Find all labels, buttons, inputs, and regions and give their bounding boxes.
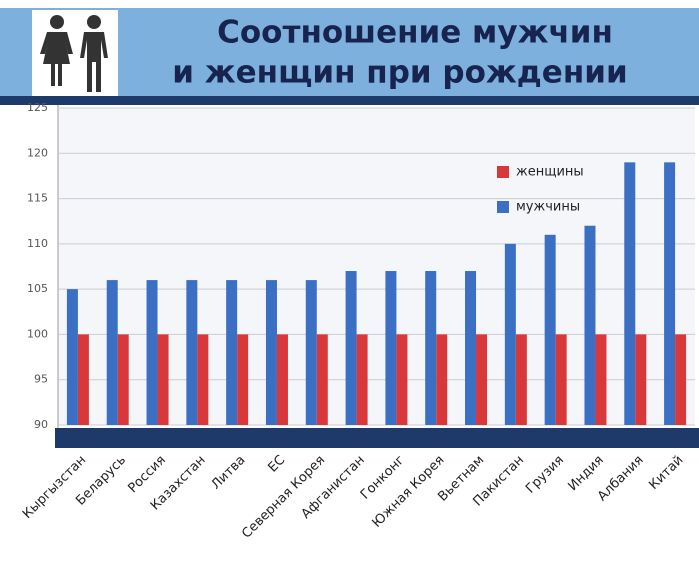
x-tick-label: Грузия xyxy=(523,453,567,497)
bar xyxy=(157,334,169,425)
bar xyxy=(265,280,277,425)
bar xyxy=(237,334,249,425)
bar xyxy=(584,225,596,425)
axis-strip xyxy=(55,428,699,448)
bar xyxy=(77,334,89,425)
legend-swatch xyxy=(497,166,509,178)
bar xyxy=(544,234,556,425)
legend-swatch xyxy=(497,201,509,213)
bar xyxy=(504,243,516,425)
bar xyxy=(305,280,317,425)
bar xyxy=(624,162,636,426)
bar xyxy=(396,334,408,425)
y-tick-label: 90 xyxy=(34,418,48,431)
bar xyxy=(66,289,78,425)
bar xyxy=(385,271,397,425)
bar xyxy=(117,334,129,425)
y-tick-label: 100 xyxy=(27,327,48,340)
bar xyxy=(675,334,687,425)
bar xyxy=(345,271,357,425)
bar xyxy=(595,334,607,425)
bar xyxy=(635,334,647,425)
bar xyxy=(316,334,328,425)
x-tick-label: ЕС xyxy=(265,453,288,476)
bar xyxy=(106,280,118,425)
people-icon xyxy=(40,15,108,92)
y-tick-label: 105 xyxy=(27,282,48,295)
x-tick-label: Китай xyxy=(646,453,686,493)
bar xyxy=(197,334,209,425)
bar xyxy=(276,334,288,425)
bar xyxy=(465,271,477,425)
y-tick-label: 95 xyxy=(34,373,48,386)
bar xyxy=(226,280,238,425)
x-tick-label: Южная Корея xyxy=(369,453,447,531)
x-tick-label: Литва xyxy=(209,453,249,493)
y-tick-label: 110 xyxy=(27,237,48,250)
bar xyxy=(425,271,437,425)
chart-title: и женщин при рождении xyxy=(172,55,627,91)
header-strip xyxy=(0,96,699,105)
bar xyxy=(146,280,158,425)
bar xyxy=(555,334,567,425)
bar xyxy=(436,334,448,425)
bar xyxy=(356,334,368,425)
bar xyxy=(515,334,527,425)
y-tick-label: 120 xyxy=(27,146,48,159)
legend-label: женщины xyxy=(516,165,584,180)
bar xyxy=(664,162,676,426)
y-tick-label: 125 xyxy=(27,101,48,114)
bar xyxy=(476,334,488,425)
y-tick-label: 115 xyxy=(27,192,48,205)
chart-title: Соотношение мужчин xyxy=(217,15,613,51)
legend-label: мужчины xyxy=(516,200,580,215)
x-tick-label: Кыргызстан xyxy=(20,453,89,522)
bar xyxy=(186,280,198,425)
